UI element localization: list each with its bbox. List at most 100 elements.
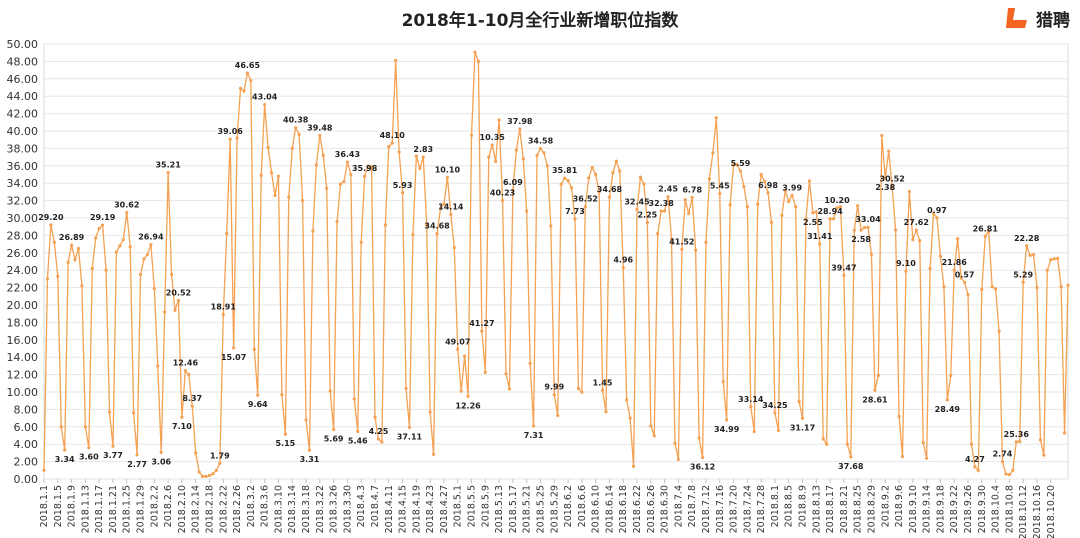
data-label: 28.94 [817,207,843,216]
data-point [645,220,649,224]
data-point [576,386,581,391]
y-tick-label: 8.00 [14,403,39,416]
x-tick-label: 2018.3.6 [260,485,271,527]
x-tick-label: 2018.6.2 [563,485,574,527]
data-label: 5.69 [324,434,344,443]
y-tick-label: 34.00 [7,177,39,190]
data-point [1035,286,1039,290]
data-point [428,410,432,414]
data-point [638,175,643,179]
data-point [235,136,239,140]
data-point [445,175,449,179]
x-tick-label: 2018.6.30 [660,485,671,533]
data-label: 39.06 [218,127,244,136]
data-point [394,58,398,63]
data-point [390,141,394,145]
data-point [966,292,970,297]
x-tick-label: 2018.6.22 [632,485,643,533]
data-point [297,132,301,137]
data-label: 32.38 [649,199,675,208]
x-tick-label: 2018.4.19 [411,485,422,533]
data-point [190,404,194,408]
data-point [218,461,222,466]
data-point [635,207,639,211]
data-point [549,224,553,228]
x-tick-label: 2018.2.14 [191,485,202,533]
data-label: 34.68 [597,185,623,194]
data-point [949,373,953,378]
x-tick-label: 2018.7.28 [756,485,767,533]
data-label: 39.48 [307,124,333,133]
data-label: 10.10 [435,165,461,174]
data-point [821,437,825,441]
data-point [128,245,132,249]
data-point [400,191,405,195]
data-label: 18.91 [211,302,237,311]
data-point [897,414,901,418]
data-point [1031,252,1036,257]
data-point [259,173,263,177]
data-label: 4.96 [613,256,633,265]
x-tick-label: 2018.3.18 [301,485,312,533]
data-label: 35.98 [352,164,378,173]
data-point [228,137,232,141]
data-point [980,287,984,291]
data-point [156,364,160,368]
data-point [325,186,329,191]
data-label: 3.06 [151,457,171,466]
data-point [380,440,384,444]
data-point [187,373,191,377]
data-point [928,266,932,271]
data-point [59,425,63,429]
data-point [159,450,163,454]
data-point [421,155,425,159]
data-label: 0.57 [955,270,975,279]
data-point [683,198,687,202]
data-point [183,368,187,373]
data-point [387,145,391,149]
data-point [935,216,939,220]
data-point [397,150,401,154]
data-point [604,410,608,414]
data-point [890,185,894,189]
data-point [883,176,887,180]
data-point [983,234,987,238]
y-tick-label: 6.00 [14,421,39,434]
data-label: 9.10 [896,259,916,268]
y-tick-label: 32.00 [7,195,39,208]
x-tick-label: 2018.5.29 [549,485,560,533]
data-point [856,204,860,208]
data-label: 37.11 [397,432,423,441]
data-point [294,126,298,130]
x-tick-label: 2018.7.24 [742,485,753,533]
data-label: 2.55 [803,218,823,227]
data-point [345,160,350,164]
data-point [197,470,201,474]
data-point [63,448,67,452]
data-point [73,258,77,262]
data-point [497,118,501,122]
x-tick-label: 2018.1.5 [53,485,64,527]
data-point [656,232,660,236]
data-point [952,268,956,272]
y-tick-label: 46.00 [7,73,39,86]
x-tick-label: 2018.8.13 [811,485,822,533]
data-point [731,163,736,167]
x-tick-label: 2018.9.26 [963,485,974,533]
data-label: 40.38 [283,116,309,125]
data-point [342,179,346,184]
x-tick-label: 2018.6.14 [604,485,615,533]
data-point [418,166,422,171]
x-tick-label: 2018.2.22 [218,485,229,533]
data-point [563,176,567,180]
data-point [45,277,50,281]
data-point [956,237,960,241]
y-tick-label: 40.00 [7,125,39,138]
data-point [490,143,494,147]
data-point [283,432,287,436]
data-point [90,266,94,271]
x-tick-label: 2018.3.10 [273,485,284,533]
data-point [1042,453,1046,457]
data-point [973,465,977,469]
y-tick-label: 24.00 [7,264,39,277]
